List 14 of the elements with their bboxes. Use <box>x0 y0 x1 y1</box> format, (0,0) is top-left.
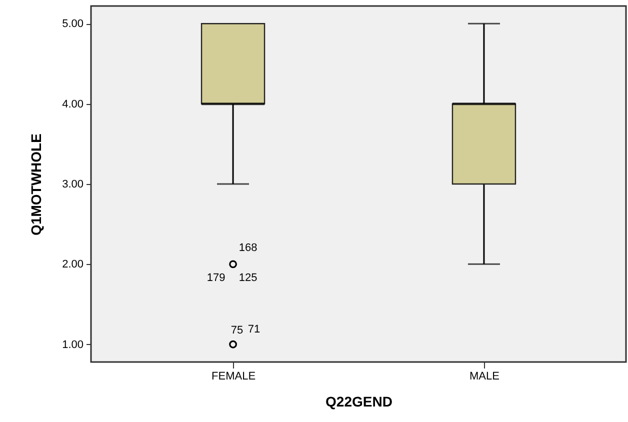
annotation: 179 <box>206 272 226 284</box>
y-tick-label: 3.00 <box>62 178 84 190</box>
y-tick-label: 4.00 <box>62 98 84 110</box>
y-tick-label: 1.00 <box>62 338 84 351</box>
annotation: 75 <box>230 324 244 336</box>
y-tick-label: 5.00 <box>62 18 84 30</box>
annotation: 71 <box>248 323 260 336</box>
y-axis-title: Q1MOTWHOLE <box>28 134 44 236</box>
annotation: 125 <box>238 272 258 284</box>
x-tick-label: FEMALE <box>212 370 256 382</box>
x-tick-label: MALE <box>469 370 500 382</box>
annotation: 168 <box>238 242 258 254</box>
x-axis-title: Q22GEND <box>326 394 392 410</box>
y-tick-label: 2.00 <box>62 258 84 271</box>
